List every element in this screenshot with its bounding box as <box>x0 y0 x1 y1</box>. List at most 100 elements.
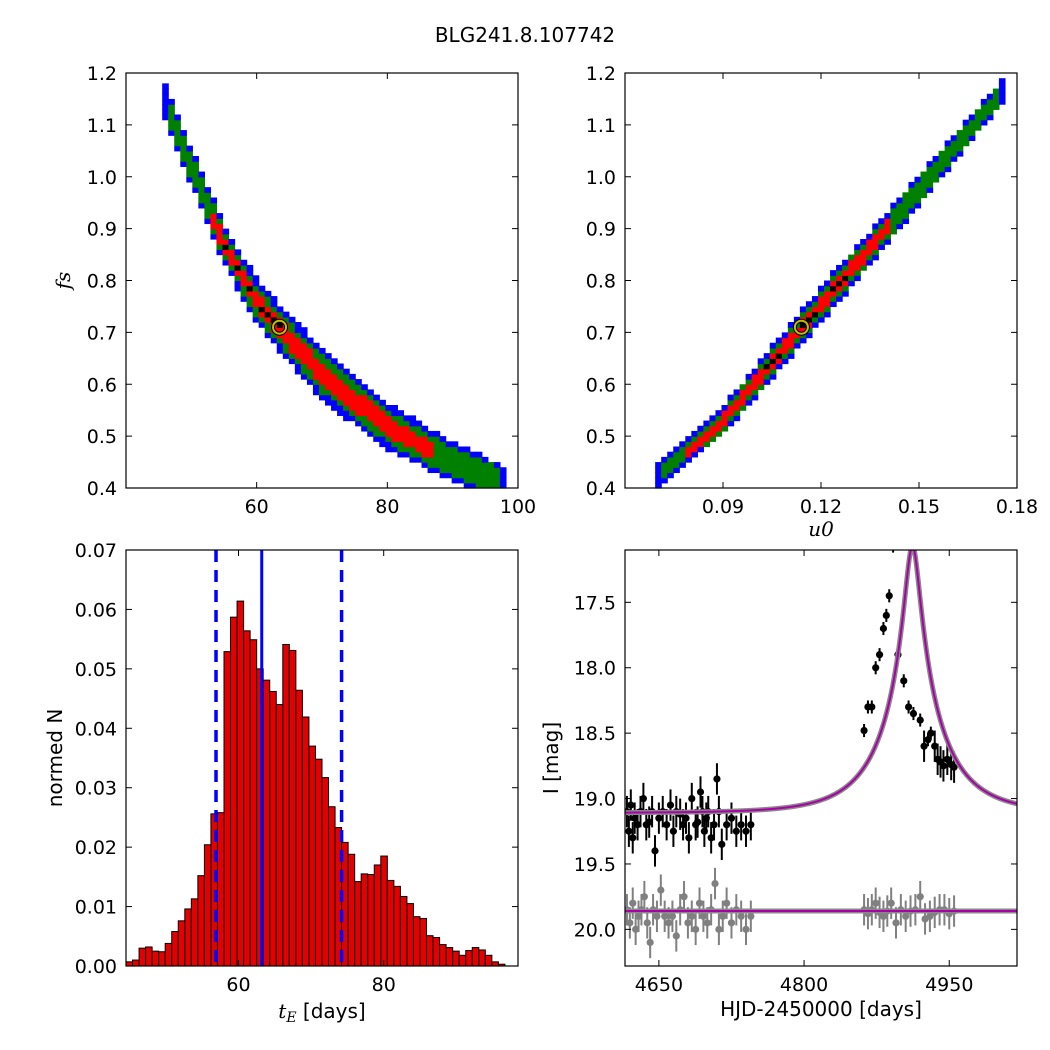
heatmap-cell-green <box>403 446 411 453</box>
heatmap-cell-green <box>932 176 940 183</box>
heatmap-cell-red <box>403 425 411 432</box>
heatmap-cell-red <box>703 436 711 442</box>
heatmap-cell-blue <box>475 451 483 458</box>
heatmap-cell-green <box>908 187 916 193</box>
histogram-bar <box>367 873 375 967</box>
heatmap-cell-green <box>168 109 175 116</box>
heatmap-cell-red <box>216 233 224 240</box>
heatmap-cell-green <box>709 420 717 427</box>
heatmap-cell-blue <box>343 410 350 416</box>
heatmap-cell-blue <box>294 368 302 375</box>
heatmap-cell-green <box>884 233 891 240</box>
heatmap-cell-red <box>240 280 248 287</box>
data-point <box>629 899 637 907</box>
histogram-bar <box>190 898 199 967</box>
heatmap-cell-blue <box>385 441 392 448</box>
heatmap-cell-blue <box>361 425 368 432</box>
data-point <box>682 814 690 822</box>
heatmap-cell-green <box>926 166 934 173</box>
heatmap-cell-green <box>799 311 807 318</box>
heatmap-cell-red <box>216 223 224 230</box>
heatmap-cell-blue <box>252 280 260 287</box>
heatmap-cell-red <box>751 373 759 380</box>
data-point <box>939 762 948 770</box>
heatmap-cell-green <box>318 384 326 391</box>
heatmap-cell-blue <box>234 285 242 292</box>
heatmap-cell-green <box>493 482 501 489</box>
heatmap-cell-green <box>180 156 187 162</box>
heatmap-cell-green <box>421 430 429 437</box>
heatmap-cell-red <box>258 296 266 302</box>
heatmap-cell-blue <box>950 156 958 162</box>
data-point <box>633 821 642 829</box>
heatmap-cell-green <box>361 415 368 422</box>
y-tick-label: 18.5 <box>574 723 616 745</box>
heatmap-cell-red <box>367 415 374 422</box>
histogram-bar <box>484 954 493 967</box>
heatmap-cell-blue <box>968 135 976 142</box>
heatmap-cell-green <box>902 192 910 199</box>
heatmap-cell-blue <box>379 436 386 442</box>
heatmap-cell-green <box>391 441 398 448</box>
data-point <box>727 919 736 927</box>
histogram-bar <box>282 643 290 967</box>
y-tick-label: 0.9 <box>87 219 117 241</box>
heatmap-cell-red <box>715 425 723 432</box>
data-point <box>668 912 677 920</box>
heatmap-cell-green <box>890 207 897 214</box>
heatmap-cell-blue <box>799 306 807 313</box>
heatmap-cell-blue <box>944 166 952 173</box>
heatmap-cell-blue <box>469 482 477 489</box>
heatmap-cell-green <box>661 472 668 479</box>
heatmap-cell-blue <box>667 451 674 458</box>
heatmap-cell-red <box>264 316 272 323</box>
heatmap-cell-green <box>210 202 218 209</box>
y-axis-label: I [mag] <box>539 722 563 794</box>
heatmap-cell-green <box>902 213 910 219</box>
heatmap-cells <box>655 78 1006 489</box>
heatmap-cell-green <box>811 301 819 308</box>
heatmap-cell-green <box>463 472 471 479</box>
heatmap-cell-blue <box>733 389 741 396</box>
heatmap-cell-red <box>824 290 831 297</box>
heatmap-cell-blue <box>415 420 423 427</box>
heatmap-cell-green <box>769 347 777 354</box>
data-point <box>699 912 708 920</box>
heatmap-cell-red <box>775 358 783 365</box>
plot-frame <box>125 549 519 967</box>
histogram-bar <box>203 844 212 967</box>
heatmap-cell-green <box>902 207 910 214</box>
heatmap-cell-green <box>192 176 199 183</box>
heatmap-cell-green <box>439 467 447 474</box>
heatmap-cell-blue <box>162 83 169 90</box>
heatmap-cell-green <box>361 420 368 427</box>
y-tick-label: 1.1 <box>87 115 117 137</box>
heatmap-cell-blue <box>276 306 284 313</box>
heatmap-cell-green <box>787 327 795 333</box>
heatmap-cell-blue <box>355 379 362 385</box>
heatmap-cell-blue <box>727 394 735 401</box>
heatmap-cell-green <box>481 482 489 489</box>
data-point <box>904 703 913 711</box>
heatmap-cell-green <box>679 451 686 458</box>
heatmap-cell-blue <box>830 270 837 276</box>
heatmap-cell-blue <box>318 394 326 401</box>
heatmap-cell-red <box>757 373 765 380</box>
heatmap-cell-red <box>391 430 398 437</box>
heatmap-cell-blue <box>306 379 314 385</box>
histogram-bar <box>164 942 173 967</box>
heatmap-cell-green <box>986 109 994 116</box>
heatmap-cell-red <box>331 373 338 380</box>
heatmap-cell-blue <box>300 373 308 380</box>
heatmap-cell-red <box>769 363 777 370</box>
heatmap-cell-green <box>733 394 741 401</box>
heatmap-cell-green <box>312 379 320 385</box>
heatmap-cell-green <box>457 472 465 479</box>
heatmap-cell-green <box>854 249 861 256</box>
data-point <box>900 677 908 685</box>
heatmap-cell-blue <box>679 441 686 448</box>
heatmap-cell-blue <box>222 259 230 266</box>
heatmap-cell-blue <box>234 249 242 256</box>
data-point <box>666 801 675 809</box>
y-tick-label: 0.7 <box>87 322 117 344</box>
